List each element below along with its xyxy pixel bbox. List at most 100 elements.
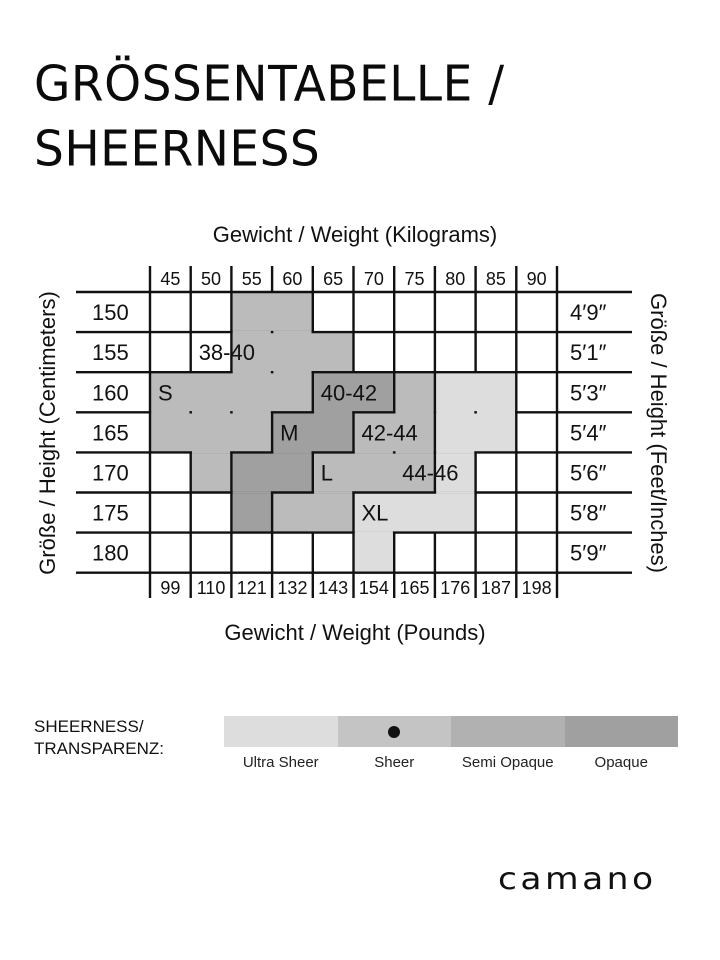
zone-l-cell (394, 412, 436, 453)
zone-m-join (232, 491, 271, 494)
sheerness-label-line1: SHEERNESS/ (34, 717, 144, 736)
weight-lb-label: 154 (359, 578, 389, 598)
zone-s-join (232, 410, 271, 414)
height-cm-label: 155 (92, 340, 129, 365)
weight-kg-label: 45 (160, 269, 180, 289)
height-cm-label: 175 (92, 501, 129, 526)
weight-lb-label: 121 (237, 578, 267, 598)
axis-title-kilograms: Gewicht / Weight (Kilograms) (212, 222, 498, 247)
zone-s-cell (190, 412, 232, 453)
weight-kg-label: 85 (486, 269, 506, 289)
zone-s-join (192, 410, 231, 414)
zone-s-cell (231, 372, 273, 413)
weight-lb-label: 165 (400, 578, 430, 598)
weight-kg-label: 90 (527, 269, 547, 289)
zone-s-cell (231, 412, 273, 453)
zone-m-cell (312, 412, 354, 453)
height-cm-label: 180 (92, 541, 129, 566)
zone-l-cell (353, 452, 395, 493)
zone-s-join (151, 410, 190, 414)
weight-kg-label: 70 (364, 269, 384, 289)
sheerness-level-name: Semi Opaque (461, 754, 554, 771)
sheerness-scale (224, 716, 678, 747)
zone-s-cell (231, 292, 273, 333)
sheerness-level-names: Ultra Sheer Sheer Semi Opaque Opaque (224, 754, 678, 771)
zone-s-cell (231, 332, 273, 373)
height-ft-label: 5′3″ (570, 380, 607, 405)
height-cm-label: 150 (92, 300, 129, 325)
weight-lb-label: 110 (197, 578, 226, 598)
zone-s-join (232, 370, 271, 374)
zone-label: 44-46 (402, 460, 458, 485)
zone-xl-cell (353, 492, 395, 534)
height-ft-label: 5′4″ (570, 420, 607, 445)
zone-s-cell (190, 452, 232, 493)
height-cm-label: 170 (92, 460, 129, 485)
height-ft-label: 5′9″ (570, 541, 607, 566)
zone-m-cell (231, 492, 273, 534)
weight-kg-label: 55 (242, 269, 262, 289)
zone-s-cell (312, 332, 354, 373)
weight-lb-label: 143 (318, 578, 348, 598)
zone-l-join (395, 410, 434, 414)
zone-l-cell (272, 492, 314, 534)
sheerness-segment-opaque (564, 716, 678, 747)
zone-label: 40-42 (321, 380, 377, 405)
page-title: GRÖSSENTABELLE / SHEERNESS (34, 52, 505, 182)
zone-m-join (273, 451, 312, 454)
zone-xl-cell (434, 412, 477, 453)
selected-level-dot-icon (388, 725, 401, 738)
height-ft-label: 5′6″ (570, 460, 607, 485)
sheerness-label-line2: TRANSPARENZ: (34, 739, 165, 758)
zone-label: M (280, 420, 298, 445)
zone-l-cell (312, 452, 354, 493)
zone-label: L (321, 460, 333, 485)
weight-lb-label: 187 (481, 578, 511, 598)
weight-kg-label: 65 (323, 269, 343, 289)
height-ft-label: 4′9″ (570, 300, 607, 325)
zone-s-cell (190, 372, 232, 413)
zone-s-cell (150, 372, 192, 413)
zone-xl-cell (394, 492, 436, 534)
sheerness-segment-sheer (337, 716, 451, 747)
zone-l-cell (353, 412, 395, 453)
zone-l-cell (394, 372, 436, 413)
zone-m-cell (272, 452, 314, 493)
zone-xl-join (476, 410, 515, 414)
sheerness-segment-ultra-sheer (224, 716, 338, 747)
weight-lb-label: 99 (160, 578, 180, 598)
zone-xl-join (436, 491, 475, 494)
sheerness-level-name: Sheer (374, 754, 415, 771)
zone-s-join (273, 330, 312, 334)
zone-label: S (158, 380, 173, 405)
zone-label: 38-40 (199, 340, 255, 365)
height-ft-label: 5′8″ (570, 501, 607, 526)
weight-kg-label: 60 (282, 269, 302, 289)
zone-xl-cell (434, 452, 477, 493)
zone-m-cell (272, 412, 314, 453)
page-title-line1: GRÖSSENTABELLE / (34, 55, 505, 113)
sheerness-segment-semi-opaque (451, 716, 565, 747)
zone-xl-cell (475, 412, 517, 453)
weight-kg-label: 50 (201, 269, 221, 289)
zone-l-cell (312, 492, 354, 534)
zone-m-cell (312, 372, 354, 413)
zone-s-cell (272, 372, 314, 413)
zone-l-join (314, 491, 353, 494)
zone-xl-cell (475, 372, 517, 413)
height-ft-label: 5′1″ (570, 340, 607, 365)
weight-kg-label: 80 (445, 269, 465, 289)
zone-m-cell (353, 372, 395, 413)
zone-xl-join (436, 451, 475, 454)
zone-xl-cell (434, 492, 477, 534)
zone-l-join (354, 451, 393, 454)
height-cm-label: 160 (92, 380, 129, 405)
zone-m-cell (231, 452, 273, 493)
zone-m-join (314, 410, 353, 414)
zone-label: 42-44 (362, 420, 418, 445)
zone-l-join (395, 451, 434, 454)
weight-kg-label: 75 (405, 269, 425, 289)
sheerness-label: SHEERNESS/ TRANSPARENZ: (34, 716, 164, 760)
zone-s-cell (272, 332, 314, 373)
